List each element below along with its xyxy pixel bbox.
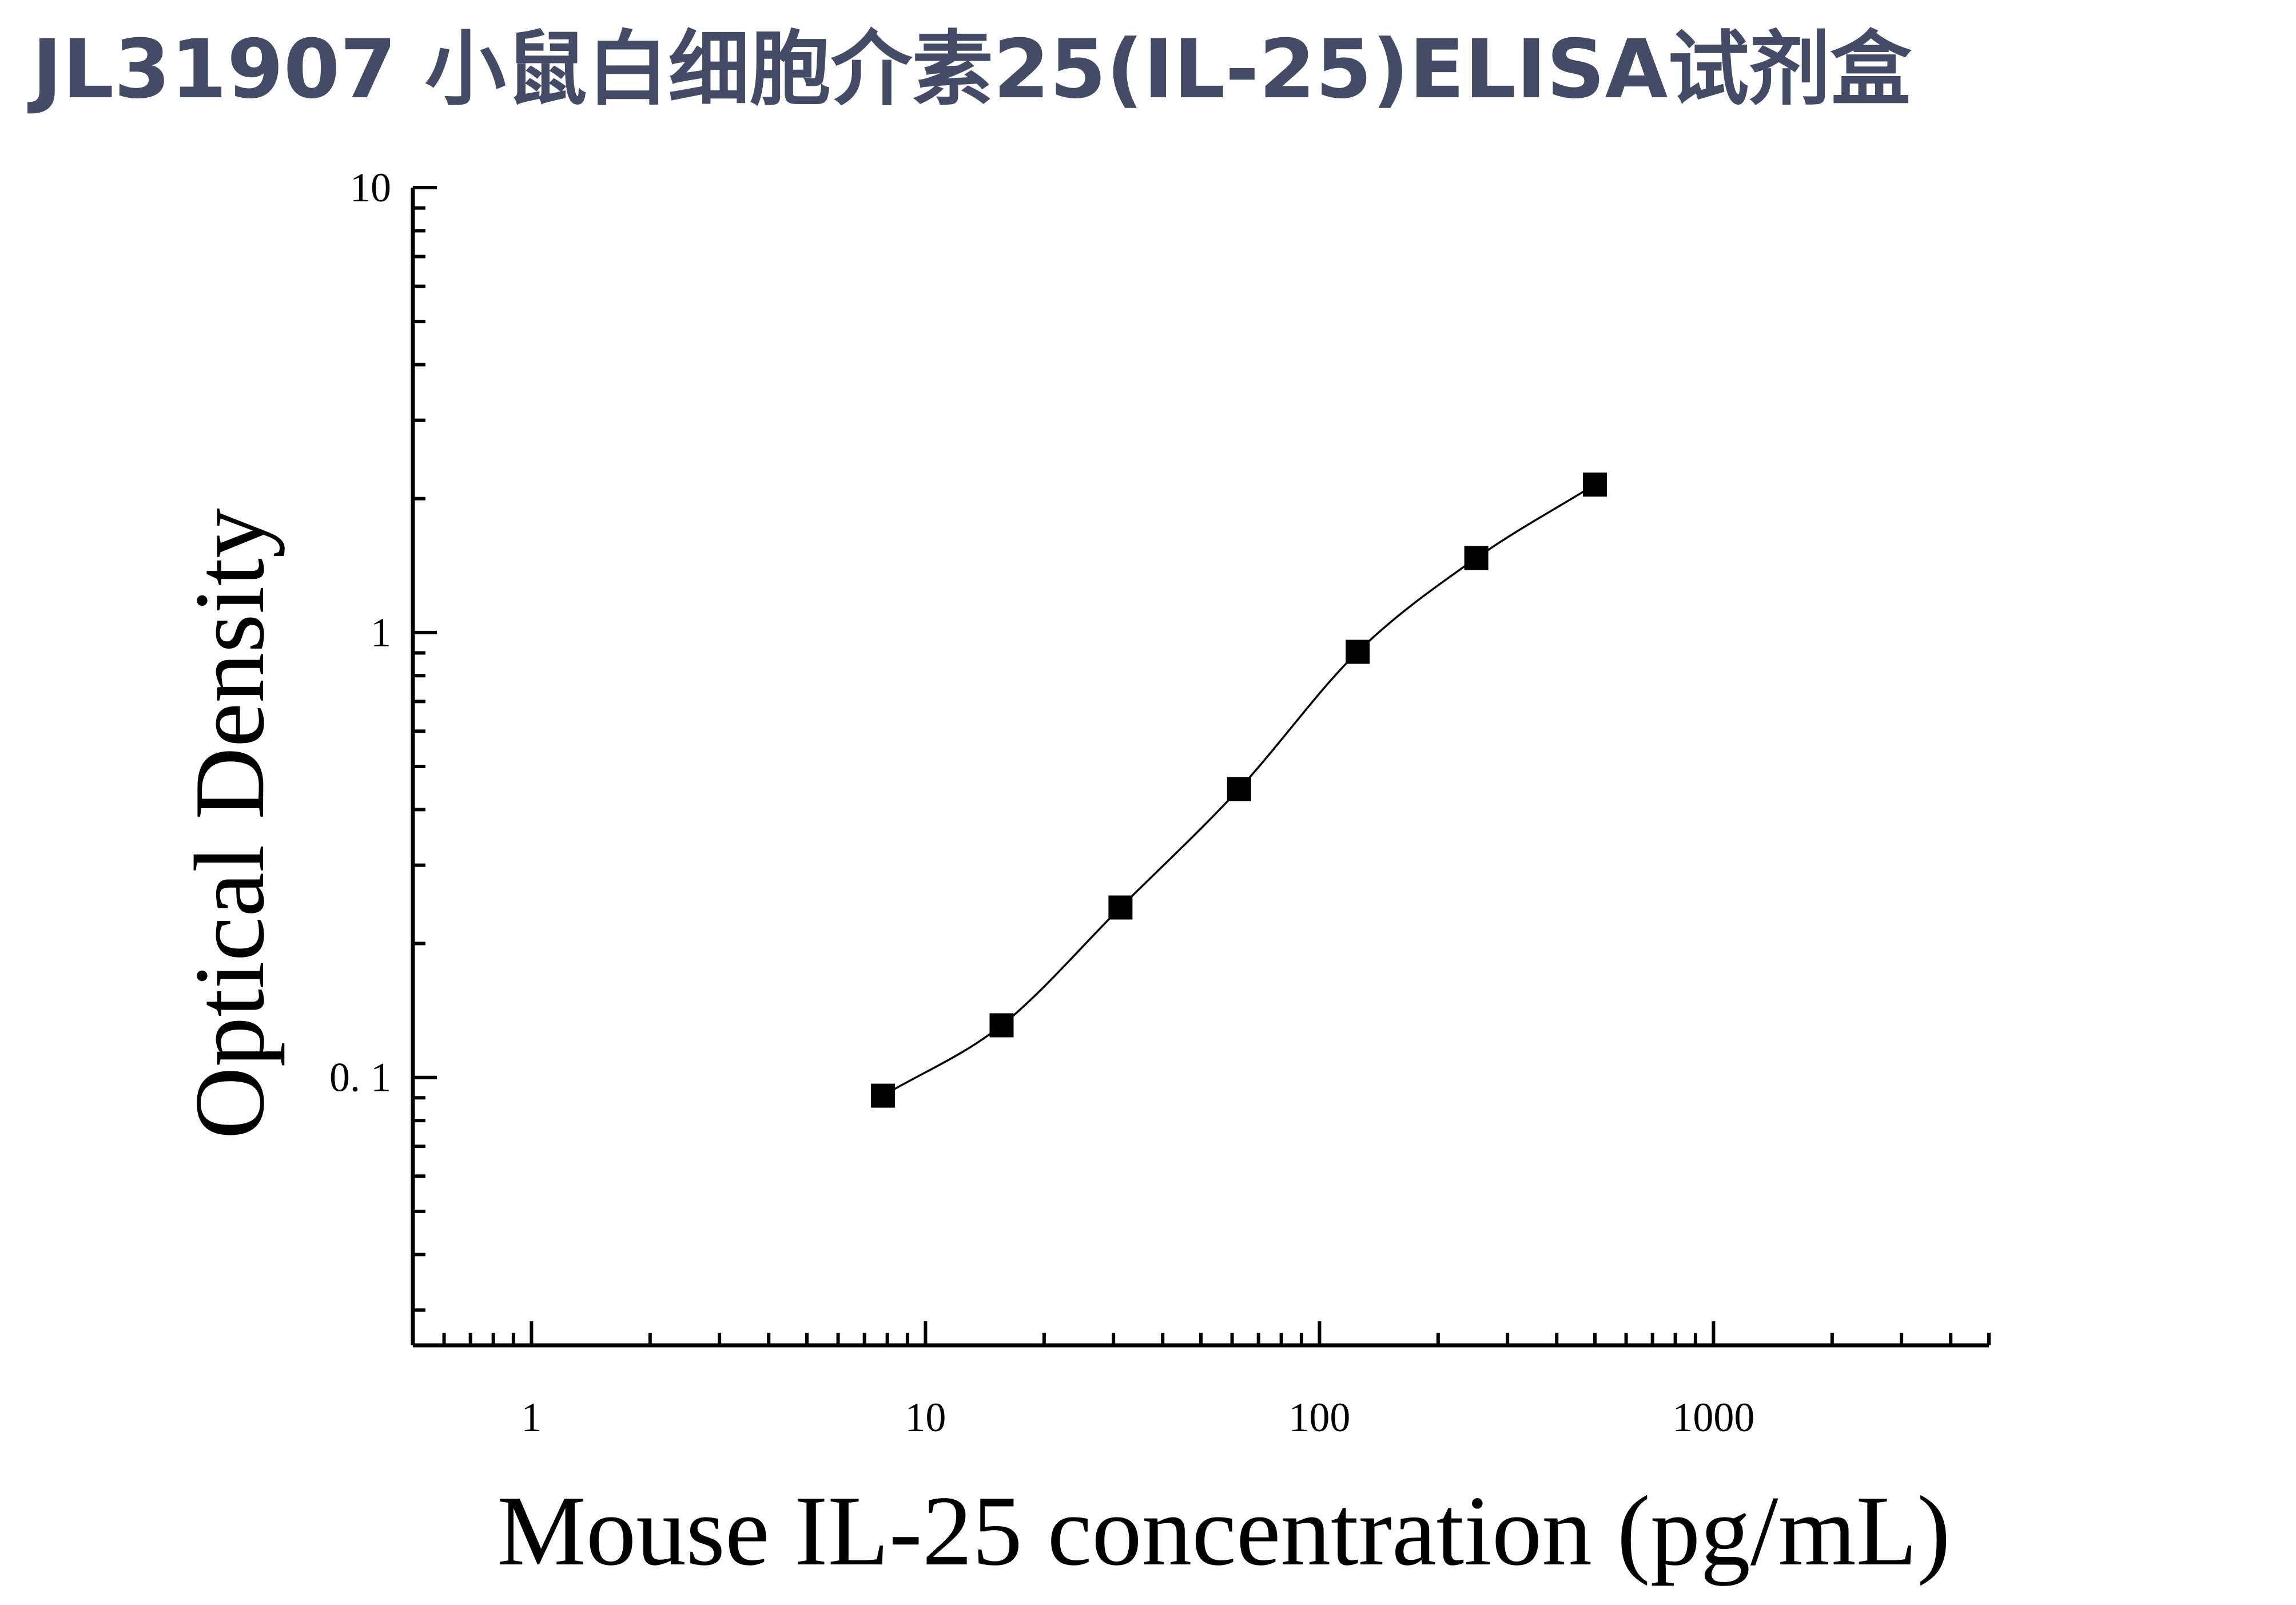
data-point bbox=[871, 1083, 896, 1108]
y-tick-label: 1 bbox=[371, 610, 391, 655]
x-tick-label: 100 bbox=[1288, 1395, 1350, 1440]
chart-title: JL31907 小鼠白细胞介素25(IL-25)ELISA试剂盒 bbox=[32, 22, 1912, 117]
data-point bbox=[989, 1013, 1014, 1038]
x-tick-label: 1000 bbox=[1672, 1395, 1754, 1440]
data-point bbox=[1346, 639, 1370, 664]
y-axis-title: Optical Density bbox=[174, 508, 285, 1139]
data-point bbox=[1583, 472, 1607, 497]
x-tick-label: 1 bbox=[521, 1395, 542, 1440]
axes bbox=[411, 188, 1989, 1348]
data-points bbox=[871, 472, 1607, 1108]
y-tick-label: 10 bbox=[350, 165, 391, 210]
x-axis-title: Mouse IL-25 concentration (pg/mL) bbox=[497, 1475, 1951, 1586]
x-tick-label: 10 bbox=[905, 1395, 946, 1440]
tick-marks bbox=[411, 186, 1991, 1345]
data-point bbox=[1464, 546, 1489, 570]
data-point bbox=[1108, 895, 1133, 920]
y-tick-label: 0. 1 bbox=[329, 1055, 391, 1101]
tick-labels: 1 10 100 1000 0. 1 1 10 bbox=[329, 165, 1754, 1440]
data-point bbox=[1227, 777, 1251, 801]
